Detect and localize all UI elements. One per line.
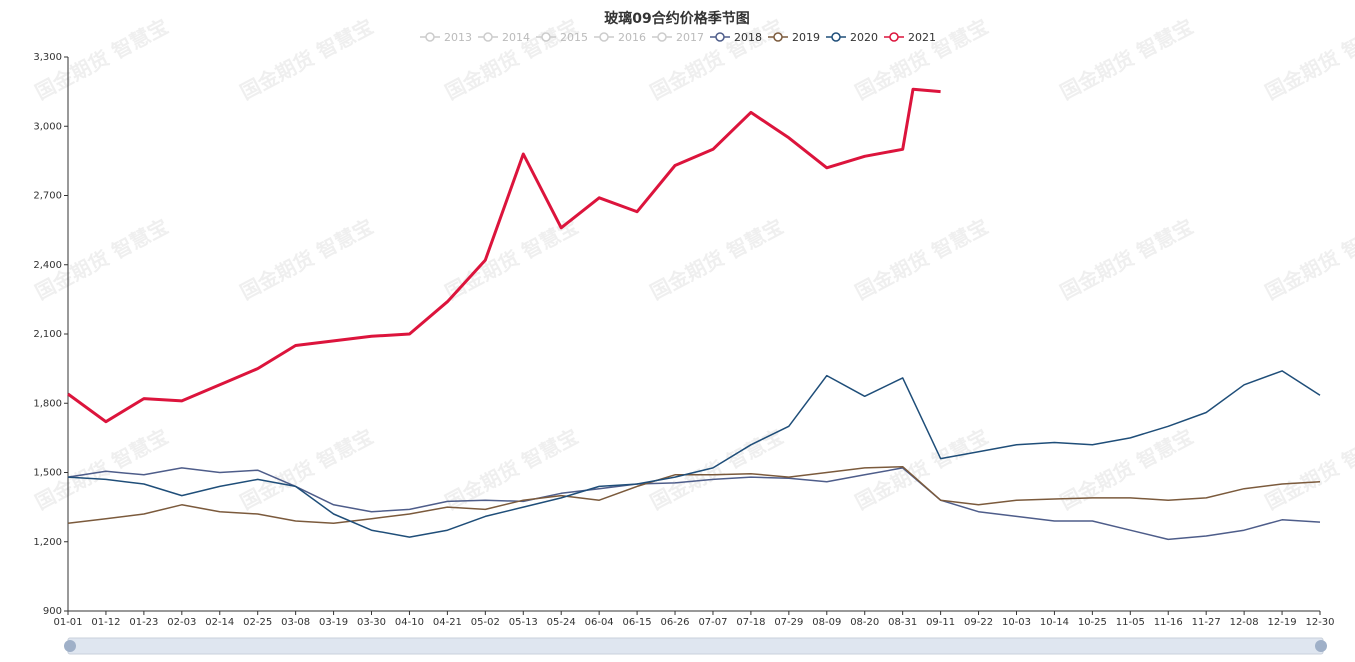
- x-tick-label: 10-03: [1002, 617, 1031, 628]
- x-tick-label: 03-08: [281, 617, 310, 628]
- x-tick-label: 07-18: [736, 617, 765, 628]
- legend-marker: [657, 32, 667, 42]
- y-tick-label: 2,700: [33, 191, 62, 202]
- legend-item-2018[interactable]: 2018: [710, 31, 762, 44]
- x-tick-label: 03-30: [357, 617, 386, 628]
- x-tick-label: 04-21: [433, 617, 462, 628]
- legend-marker: [541, 32, 551, 42]
- x-tick-label: 02-03: [167, 617, 196, 628]
- legend: 2013 2014 2015 2016 2017 2018 2019 2020 2021: [420, 31, 936, 44]
- x-tick-label: 06-04: [585, 617, 614, 628]
- watermark-text: 国金期货 智慧宝: [236, 424, 377, 514]
- watermark-text: 国金期货 智慧宝: [1261, 424, 1355, 514]
- legend-item-2021[interactable]: 2021: [884, 31, 936, 44]
- legend-item-2014[interactable]: 2014: [478, 31, 530, 44]
- y-tick-label: 1,500: [33, 468, 62, 479]
- x-tick-label: 04-10: [395, 617, 424, 628]
- watermark-text: 国金期货 智慧宝: [851, 214, 992, 304]
- x-tick-label: 03-19: [319, 617, 348, 628]
- legend-label: 2015: [560, 31, 588, 44]
- y-tick-label: 1,800: [33, 398, 62, 409]
- zoom-handle-right[interactable]: [1315, 640, 1327, 652]
- legend-item-2013[interactable]: 2013: [420, 31, 472, 44]
- series-line-2021: [67, 87, 941, 424]
- legend-item-2019[interactable]: 2019: [768, 31, 820, 44]
- x-tick-label: 12-08: [1230, 617, 1259, 628]
- series-line-2019: [67, 465, 1321, 525]
- legend-item-2015[interactable]: 2015: [536, 31, 588, 44]
- legend-label: 2018: [734, 31, 762, 44]
- watermark-text: 国金期货 智慧宝: [646, 214, 787, 304]
- watermark-text: 国金期货 智慧宝: [1261, 14, 1355, 104]
- watermark-text: 国金期货 智慧宝: [646, 14, 787, 104]
- legend-marker: [599, 32, 609, 42]
- legend-marker: [483, 32, 493, 42]
- legend-label: 2019: [792, 31, 820, 44]
- x-tick-label: 01-01: [53, 617, 82, 628]
- x-tick-label: 10-14: [1040, 617, 1069, 628]
- watermark-text: 国金期货 智慧宝: [441, 14, 582, 104]
- x-tick-label: 05-24: [547, 617, 576, 628]
- x-tick-label: 06-15: [623, 617, 652, 628]
- x-tick-label: 09-22: [964, 617, 993, 628]
- x-tick-label: 08-09: [812, 617, 841, 628]
- legend-label: 2017: [676, 31, 704, 44]
- axes: 900 1,200 1,500 1,800 2,100 2,400 2,700 3,000 3,…: [33, 52, 1334, 628]
- x-tick-label: 12-19: [1268, 617, 1297, 628]
- x-tick-label: 02-14: [205, 617, 234, 628]
- y-tick-label: 3,300: [33, 52, 62, 63]
- x-tick-label: 01-12: [91, 617, 120, 628]
- series-line-2020: [67, 370, 1321, 538]
- y-tick-label: 2,400: [33, 260, 62, 271]
- legend-item-2017[interactable]: 2017: [652, 31, 704, 44]
- x-tick-label: 09-11: [926, 617, 955, 628]
- watermark-text: 国金期货 智慧宝: [236, 14, 377, 104]
- x-tick-label: 06-26: [660, 617, 689, 628]
- series-lines: [67, 87, 1321, 541]
- x-tick-label: 10-25: [1078, 617, 1107, 628]
- x-tick-label: 01-23: [129, 617, 158, 628]
- watermark-text: 国金期货 智慧宝: [851, 424, 992, 514]
- legend-label: 2021: [908, 31, 936, 44]
- watermark-text: 国金期货 智慧宝: [1261, 214, 1355, 304]
- x-tick-label: 07-07: [698, 617, 727, 628]
- watermark-text: 国金期货 智慧宝: [236, 214, 377, 304]
- series-line-2018: [67, 467, 1321, 541]
- chart-title: 玻璃09合约价格季节图: [604, 10, 749, 27]
- legend-marker: [773, 32, 783, 42]
- legend-label: 2016: [618, 31, 646, 44]
- x-tick-label: 08-20: [850, 617, 879, 628]
- x-tick-label: 07-29: [774, 617, 803, 628]
- watermark-text: 国金期货 智慧宝: [1056, 214, 1197, 304]
- watermark-text: 国金期货 智慧宝: [1056, 424, 1197, 514]
- legend-label: 2013: [444, 31, 472, 44]
- legend-marker: [425, 32, 435, 42]
- legend-label: 2020: [850, 31, 878, 44]
- x-tick-label: 05-02: [471, 617, 500, 628]
- x-tick-label: 11-05: [1116, 617, 1145, 628]
- legend-marker: [831, 32, 841, 42]
- x-tick-label: 08-31: [888, 617, 917, 628]
- zoom-handle-left[interactable]: [64, 640, 76, 652]
- x-tick-label: 05-13: [509, 617, 538, 628]
- y-tick-label: 3,000: [33, 121, 62, 132]
- watermark-layer: 国金期货 智慧宝 国金期货 智慧宝 国金期货 智慧宝 国金期货 智慧宝 国金期货 智慧宝…: [31, 14, 1355, 514]
- zoom-track[interactable]: [67, 637, 1324, 655]
- legend-marker: [715, 32, 725, 42]
- x-tick-label: 11-16: [1154, 617, 1183, 628]
- y-tick-label: 2,100: [33, 329, 62, 340]
- x-tick-label: 02-25: [243, 617, 272, 628]
- y-tick-label: 900: [43, 606, 62, 617]
- legend-item-2016[interactable]: 2016: [594, 31, 646, 44]
- data-zoom-slider[interactable]: [64, 637, 1327, 655]
- x-tick-label: 12-30: [1305, 617, 1334, 628]
- x-tick-label: 11-27: [1192, 617, 1221, 628]
- legend-item-2020[interactable]: 2020: [826, 31, 878, 44]
- legend-label: 2014: [502, 31, 530, 44]
- watermark-text: 国金期货 智慧宝: [1056, 14, 1197, 104]
- y-tick-label: 1,200: [33, 537, 62, 548]
- legend-marker: [889, 32, 899, 42]
